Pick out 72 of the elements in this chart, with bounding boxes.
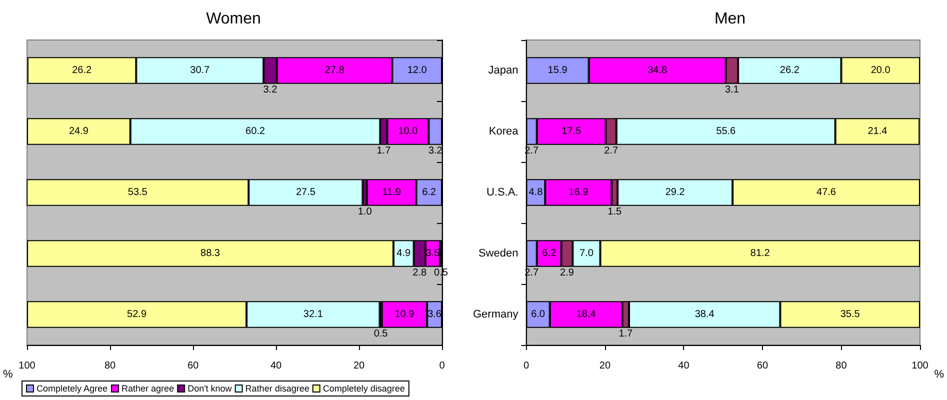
data-label: 2.7 [604,145,618,156]
data-label: 60.2 [246,126,266,137]
data-label: 1.5 [608,206,622,218]
data-label: 27.8 [324,65,345,76]
data-label: 3.2 [263,84,278,96]
x-axis-title: % [3,368,13,380]
data-label: 21.4 [868,126,888,137]
x-axis-title: % [934,368,944,380]
chart-title: Women [206,10,261,28]
data-label: 17.5 [562,126,582,137]
data-label: 6.2 [422,187,437,198]
y-tick-label: Japan [488,64,518,76]
x-tick-label: 0 [523,360,530,372]
data-label: 4.9 [396,248,411,259]
data-label: 10.0 [398,126,418,137]
y-tick-label: Germany [472,308,519,320]
data-label: 27.5 [296,187,316,198]
data-label: 12.0 [407,65,428,76]
data-label: 1.7 [376,145,392,156]
data-label: 81.2 [750,248,770,259]
data-label: 35.5 [840,309,860,320]
x-tick-label: 80 [836,360,848,372]
data-label: 6.0 [531,309,546,320]
data-label: 34.8 [648,65,668,76]
data-label: 29.2 [665,187,686,198]
y-tick-label: Sweden [478,248,518,260]
data-label: 4.8 [528,187,544,198]
legend-label: Rather agree [122,384,174,394]
legend-label: Completely disagree [322,384,405,394]
x-tick-label: 60 [756,360,768,372]
data-label: 10.9 [394,309,415,320]
data-label: 24.9 [68,126,89,137]
data-label: 47.6 [816,187,836,198]
legend-label: Completely Agree [36,384,108,394]
x-tick-label: 80 [104,360,116,372]
data-label: 52.9 [127,309,147,320]
data-label: 1.7 [618,328,634,340]
data-label: 53.5 [128,187,148,198]
data-label: 3.1 [725,84,740,96]
x-tick-label: 100 [18,360,36,372]
data-label: 3.2 [428,145,443,156]
data-label: 15.9 [548,65,568,76]
y-tick-label: U.S.A. [486,186,518,198]
y-tick-label: Korea [488,126,520,138]
chart-title: Men [714,10,746,28]
data-label: 3.6 [428,309,442,320]
x-tick-label: 100 [912,360,929,372]
data-label: 88.3 [200,248,220,259]
data-label: 2.9 [560,267,574,278]
data-label: 18.4 [576,309,596,320]
data-label: 0.5 [374,328,388,340]
x-tick-label: 40 [270,360,282,372]
x-tick-label: 0 [439,360,446,372]
data-label: 1.0 [358,206,372,218]
data-label: 11.9 [382,187,402,198]
x-tick-label: 20 [353,360,366,372]
x-tick-label: 20 [599,360,611,372]
x-tick-label: 40 [678,360,690,372]
legend-label: Don't know [188,384,232,394]
legend-label: Rather disagree [245,384,310,394]
x-tick-label: 60 [187,360,200,372]
data-label: 16.9 [568,187,589,198]
data-label: 38.4 [694,309,715,320]
data-label: 20.0 [870,65,891,76]
data-label: 26.2 [780,65,800,76]
data-label: 32.1 [303,309,324,320]
data-label: 26.2 [72,65,92,76]
data-label: 30.7 [190,65,210,76]
data-label: 2.8 [412,267,427,278]
data-label: 7.0 [580,248,594,259]
data-label: 55.6 [716,126,736,137]
data-label: 6.2 [542,248,556,259]
